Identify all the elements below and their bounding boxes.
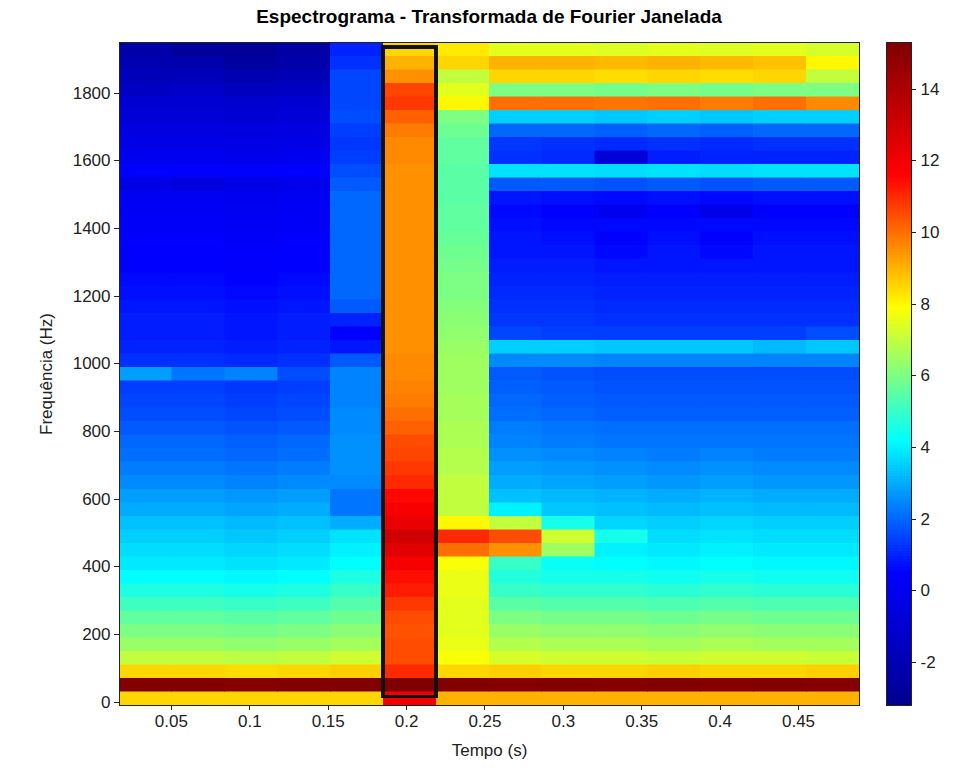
svg-text:14: 14 bbox=[921, 80, 940, 99]
svg-text:200: 200 bbox=[82, 625, 110, 644]
svg-text:Tempo (s): Tempo (s) bbox=[452, 741, 528, 760]
svg-text:1000: 1000 bbox=[73, 354, 111, 373]
html-text:Espectrograma - Transformada d: Espectrograma - Transformada de Fourier … bbox=[256, 6, 722, 27]
svg-text:0.3: 0.3 bbox=[552, 712, 576, 731]
svg-text:0.05: 0.05 bbox=[155, 712, 188, 731]
svg-text:1200: 1200 bbox=[73, 287, 111, 306]
svg-text:0.35: 0.35 bbox=[625, 712, 658, 731]
svg-text:1800: 1800 bbox=[73, 84, 111, 103]
svg-text:0: 0 bbox=[101, 693, 110, 712]
svg-text:0.45: 0.45 bbox=[782, 712, 815, 731]
svg-text:0.1: 0.1 bbox=[238, 712, 262, 731]
svg-text:400: 400 bbox=[82, 557, 110, 576]
svg-text:Frequência (Hz): Frequência (Hz) bbox=[37, 313, 56, 435]
svg-text:0.4: 0.4 bbox=[708, 712, 732, 731]
svg-text:12: 12 bbox=[921, 151, 940, 170]
svg-text:10: 10 bbox=[921, 223, 940, 242]
svg-text:0.2: 0.2 bbox=[395, 712, 419, 731]
svg-text:1400: 1400 bbox=[73, 219, 111, 238]
svg-text:0: 0 bbox=[921, 581, 930, 600]
svg-text:600: 600 bbox=[82, 490, 110, 509]
svg-text:-2: -2 bbox=[921, 653, 936, 672]
svg-text:6: 6 bbox=[921, 366, 930, 385]
svg-text:1600: 1600 bbox=[73, 151, 111, 170]
svg-text:0.15: 0.15 bbox=[312, 712, 345, 731]
svg-text:2: 2 bbox=[921, 510, 930, 529]
svg-text:4: 4 bbox=[921, 438, 930, 457]
svg-text:8: 8 bbox=[921, 295, 930, 314]
svg-text:0.25: 0.25 bbox=[468, 712, 501, 731]
svg-text:800: 800 bbox=[82, 422, 110, 441]
